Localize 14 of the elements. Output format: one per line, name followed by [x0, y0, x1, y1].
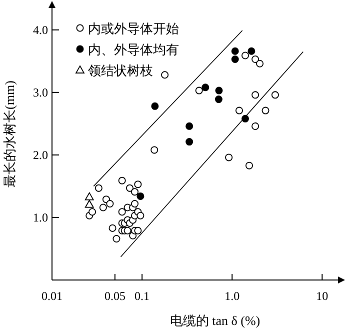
y-axis-title: 最长的水树长(mm)	[2, 80, 17, 188]
x-tick-label: 10	[316, 289, 328, 303]
x-tick-label: 1.0	[224, 289, 240, 303]
x-axis-title: 电缆的 tan δ (%)	[170, 313, 260, 328]
y-tick-label: 4.0	[33, 22, 48, 37]
legend-label: 内、外导体均有	[88, 42, 179, 57]
legend-label: 内或外导体开始	[88, 21, 179, 36]
x-tick-label: 0.1	[134, 289, 150, 303]
y-tick-label: 3.0	[33, 85, 48, 100]
x-tick-label: 0.01	[42, 289, 62, 303]
y-tick-label: 2.0	[33, 148, 48, 162]
x-tick-label: 0.05	[104, 289, 126, 303]
y-tick-label: 1.0	[33, 210, 48, 224]
legend-label: 领结状树枝	[88, 63, 153, 78]
